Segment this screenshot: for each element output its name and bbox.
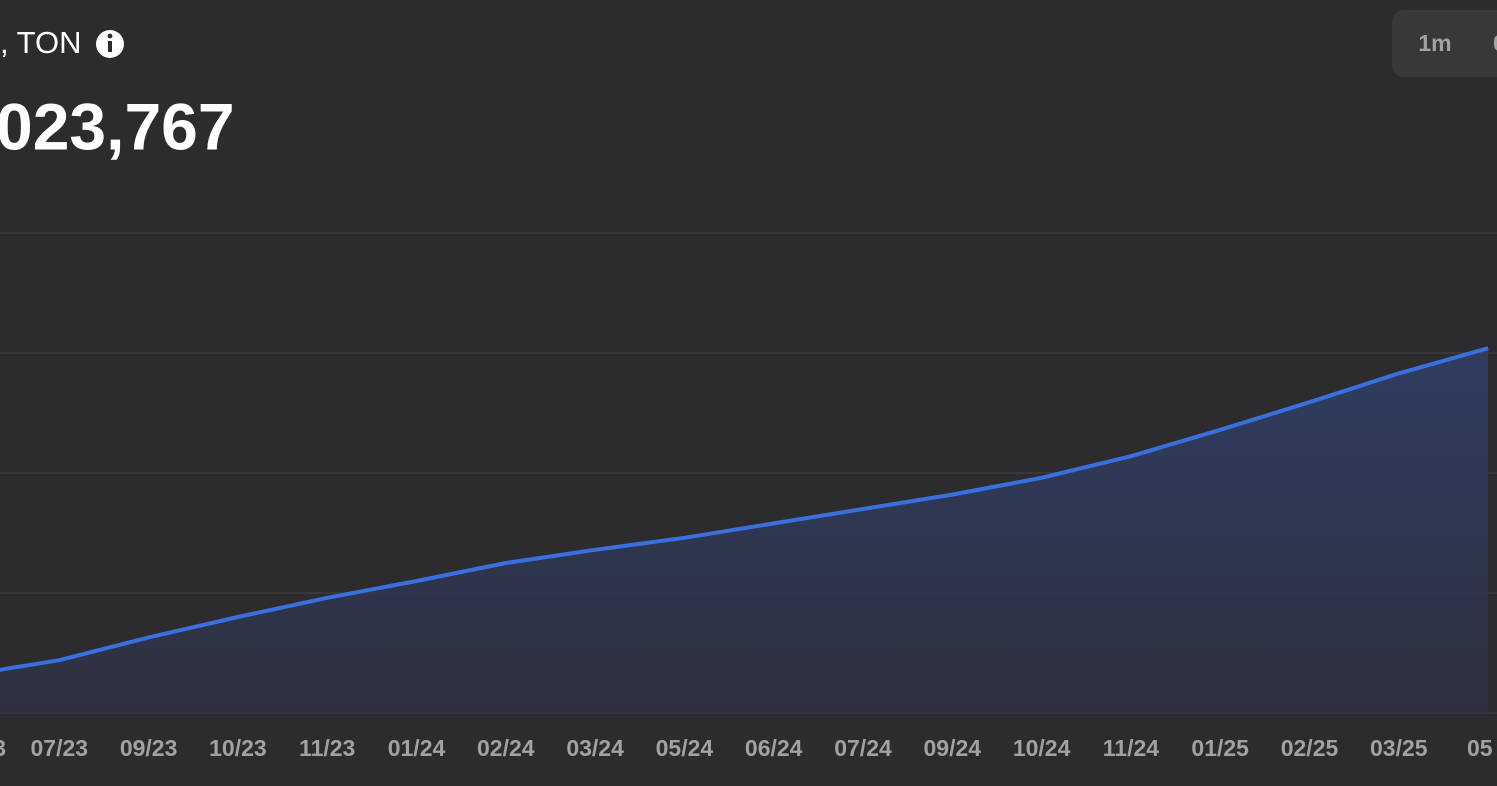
x-tick-label: 01/25 [1191,735,1249,761]
x-tick-label: 05 [1467,735,1493,761]
info-icon[interactable] [96,30,124,58]
x-tick-label: 02/24 [477,735,535,761]
info-stem [108,41,112,52]
x-tick-label: 09/24 [924,735,982,761]
x-tick-label: 07/24 [834,735,892,761]
x-tick-label: 3 [0,735,6,761]
x-tick-label: 03/25 [1370,735,1428,761]
x-tick-label: 10/23 [209,735,267,761]
x-tick-label: 10/24 [1013,735,1071,761]
x-tick-label: 06/24 [745,735,803,761]
chart-title: , TON [0,25,82,60]
range-button[interactable]: 0 [1493,30,1497,56]
area-fill [0,348,1489,713]
x-tick-label: 09/23 [120,735,178,761]
x-tick-label: 07/23 [31,735,89,761]
headline-value: 023,767 [0,89,235,163]
line [0,346,1489,672]
range-selector [1392,10,1497,77]
range-button[interactable]: 1m [1418,30,1451,56]
x-tick-label: 11/24 [1103,735,1159,761]
info-dot [107,33,113,39]
x-tick-label: 02/25 [1281,735,1339,761]
x-tick-label: 11/23 [299,735,355,761]
x-tick-label: 05/24 [656,735,714,761]
x-tick-label: 01/24 [388,735,446,761]
x-tick-label: 03/24 [566,735,624,761]
